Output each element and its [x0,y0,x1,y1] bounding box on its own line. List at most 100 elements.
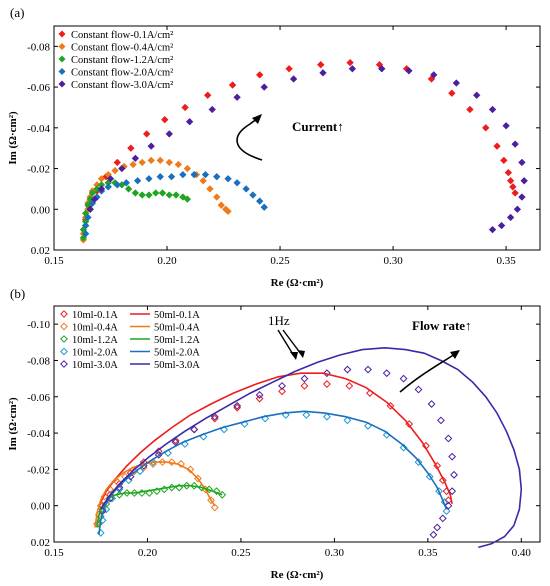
panel-a-legend-marker [58,68,66,75]
panel-a-data-point [506,213,515,222]
panel-b-data-point [278,387,286,396]
panel-b-legend-label: 50ml-0.4A [154,323,200,334]
panel-a-x-tick-label: 0.30 [383,255,403,267]
panel-a-legend-marker [58,30,66,38]
panel-b-data-point [177,460,186,468]
panel-b-1hz-pointer-1 [277,329,295,357]
panel-a-data-point [122,179,131,187]
panel-b-data-point [448,452,457,461]
panel-a-data-point [138,158,146,167]
panel-a-data-point [206,185,214,193]
panel-a-series-1 [79,156,232,244]
panel-b-y-tick-label: 0.02 [31,537,50,549]
panel-a-data-point [452,79,461,87]
panel-a-data-point [138,191,146,199]
panel-a-data-point [183,195,192,203]
panel-a-legend-marker [58,55,66,63]
panel-b-x-tick-label: 0.25 [231,547,251,559]
panel-b-data-point [438,476,447,485]
panel-a-data-point [113,181,122,189]
panel-a-data-point [289,75,298,83]
panel-b-x-tick-label: 0.40 [512,547,532,559]
panel-a-data-point [183,164,192,173]
panel-a-data-point [133,177,142,185]
panel-a-legend-label: Constant flow-1.2A/cm² [71,55,173,66]
panel-b-data-point [145,489,154,497]
panel-a-data-point [520,177,528,185]
panel-b-data-point [364,365,372,374]
panel-a-data-point [506,177,515,185]
panel-a-y-tick-label: 0.00 [31,204,51,216]
panel-a-data-point [199,177,207,185]
panel-b-data-point [122,489,131,497]
panel-b-data-point [167,458,176,467]
panel-b-legend-marker [60,335,68,343]
panel-b-legend-label: 10ml-0.4A [72,323,118,334]
panel-b-data-point [345,381,354,390]
panel-a-data-point [142,130,151,138]
panel-b-data-point [190,481,199,490]
panel-b-data-point [300,381,309,390]
panel-b-y-tick-label: 0.00 [31,501,51,513]
panel-a-data-point [511,189,519,197]
panel-a-data-point [165,158,174,167]
panel-a-data-point [185,117,194,126]
panel-b-data-point [343,365,352,374]
panel-b-data-point [233,401,242,410]
panel-b-data-point [437,416,445,425]
panel-a-data-point [224,207,232,216]
panel-a-data-point [86,205,94,214]
panel-b-data-point [323,380,331,388]
panel-a-data-point [145,174,153,183]
panel-a-data-point [88,189,97,197]
panel-a-data-point [181,103,189,112]
panel-a-series-4 [86,65,528,234]
panel-b-data-point [414,385,423,394]
panel-a-data-point [430,71,438,79]
panel-b-data-point [414,458,423,467]
panel-a-data-point [208,105,216,114]
panel-b-data-point [429,530,438,539]
panel-a-data-point [84,213,92,222]
panel-b-data-point [438,514,447,523]
panel-b-data-point [444,501,453,510]
panel-a-label: (a) [10,5,24,20]
panel-b-series-line [100,346,523,549]
panel-b-data-point [212,487,221,496]
panel-b-series-3 [96,411,451,537]
panel-a-x-tick-label: 0.35 [496,255,516,267]
panel-b-data-point [442,507,451,516]
panel-a-current-annotation: Current↑ [292,119,344,134]
panel-b-y-tick-label: -0.08 [27,355,50,367]
panel-a-data-point [348,65,357,73]
panel-a-plot-frame [53,25,541,251]
panel-b-data-point [182,481,191,490]
panel-a-data-point [285,65,293,73]
panel-b-data-point [255,391,264,399]
panel-a-data-point [167,172,176,181]
panel-a-data-point [131,189,140,197]
panel-b-plot-frame [53,305,541,543]
panel-b-data-point [186,465,195,474]
panel-a-data-point [156,172,164,181]
panel-b-x-tick-label: 0.15 [44,547,64,559]
panel-a-data-point [212,193,221,201]
panel-b-legend-marker [60,347,68,356]
panel-a-data-point [260,83,268,91]
panel-a-data-point [90,195,99,203]
panel-a-data-point [249,191,257,199]
panel-a-data-point [481,124,490,132]
panel-b-flow-annotation: Flow rate↑ [412,318,472,333]
panel-a-data-point [513,205,522,214]
panel-b-legend-label: 50ml-2.0A [154,348,200,359]
panel-a-y-axis-title: Im (Ω·cm²) [7,111,19,165]
panel-b-data-point [323,369,331,378]
panel-a-data-point [518,193,526,201]
panel-a-y-tick-label: -0.08 [27,41,50,53]
panel-a-data-point [217,201,226,209]
panel-b-x-tick-label: 0.20 [138,547,158,559]
panel-b-series-4 [98,365,458,539]
panel-a-legend-label: Constant flow-3.0A/cm² [71,80,173,91]
panel-b-data-point [190,425,199,434]
